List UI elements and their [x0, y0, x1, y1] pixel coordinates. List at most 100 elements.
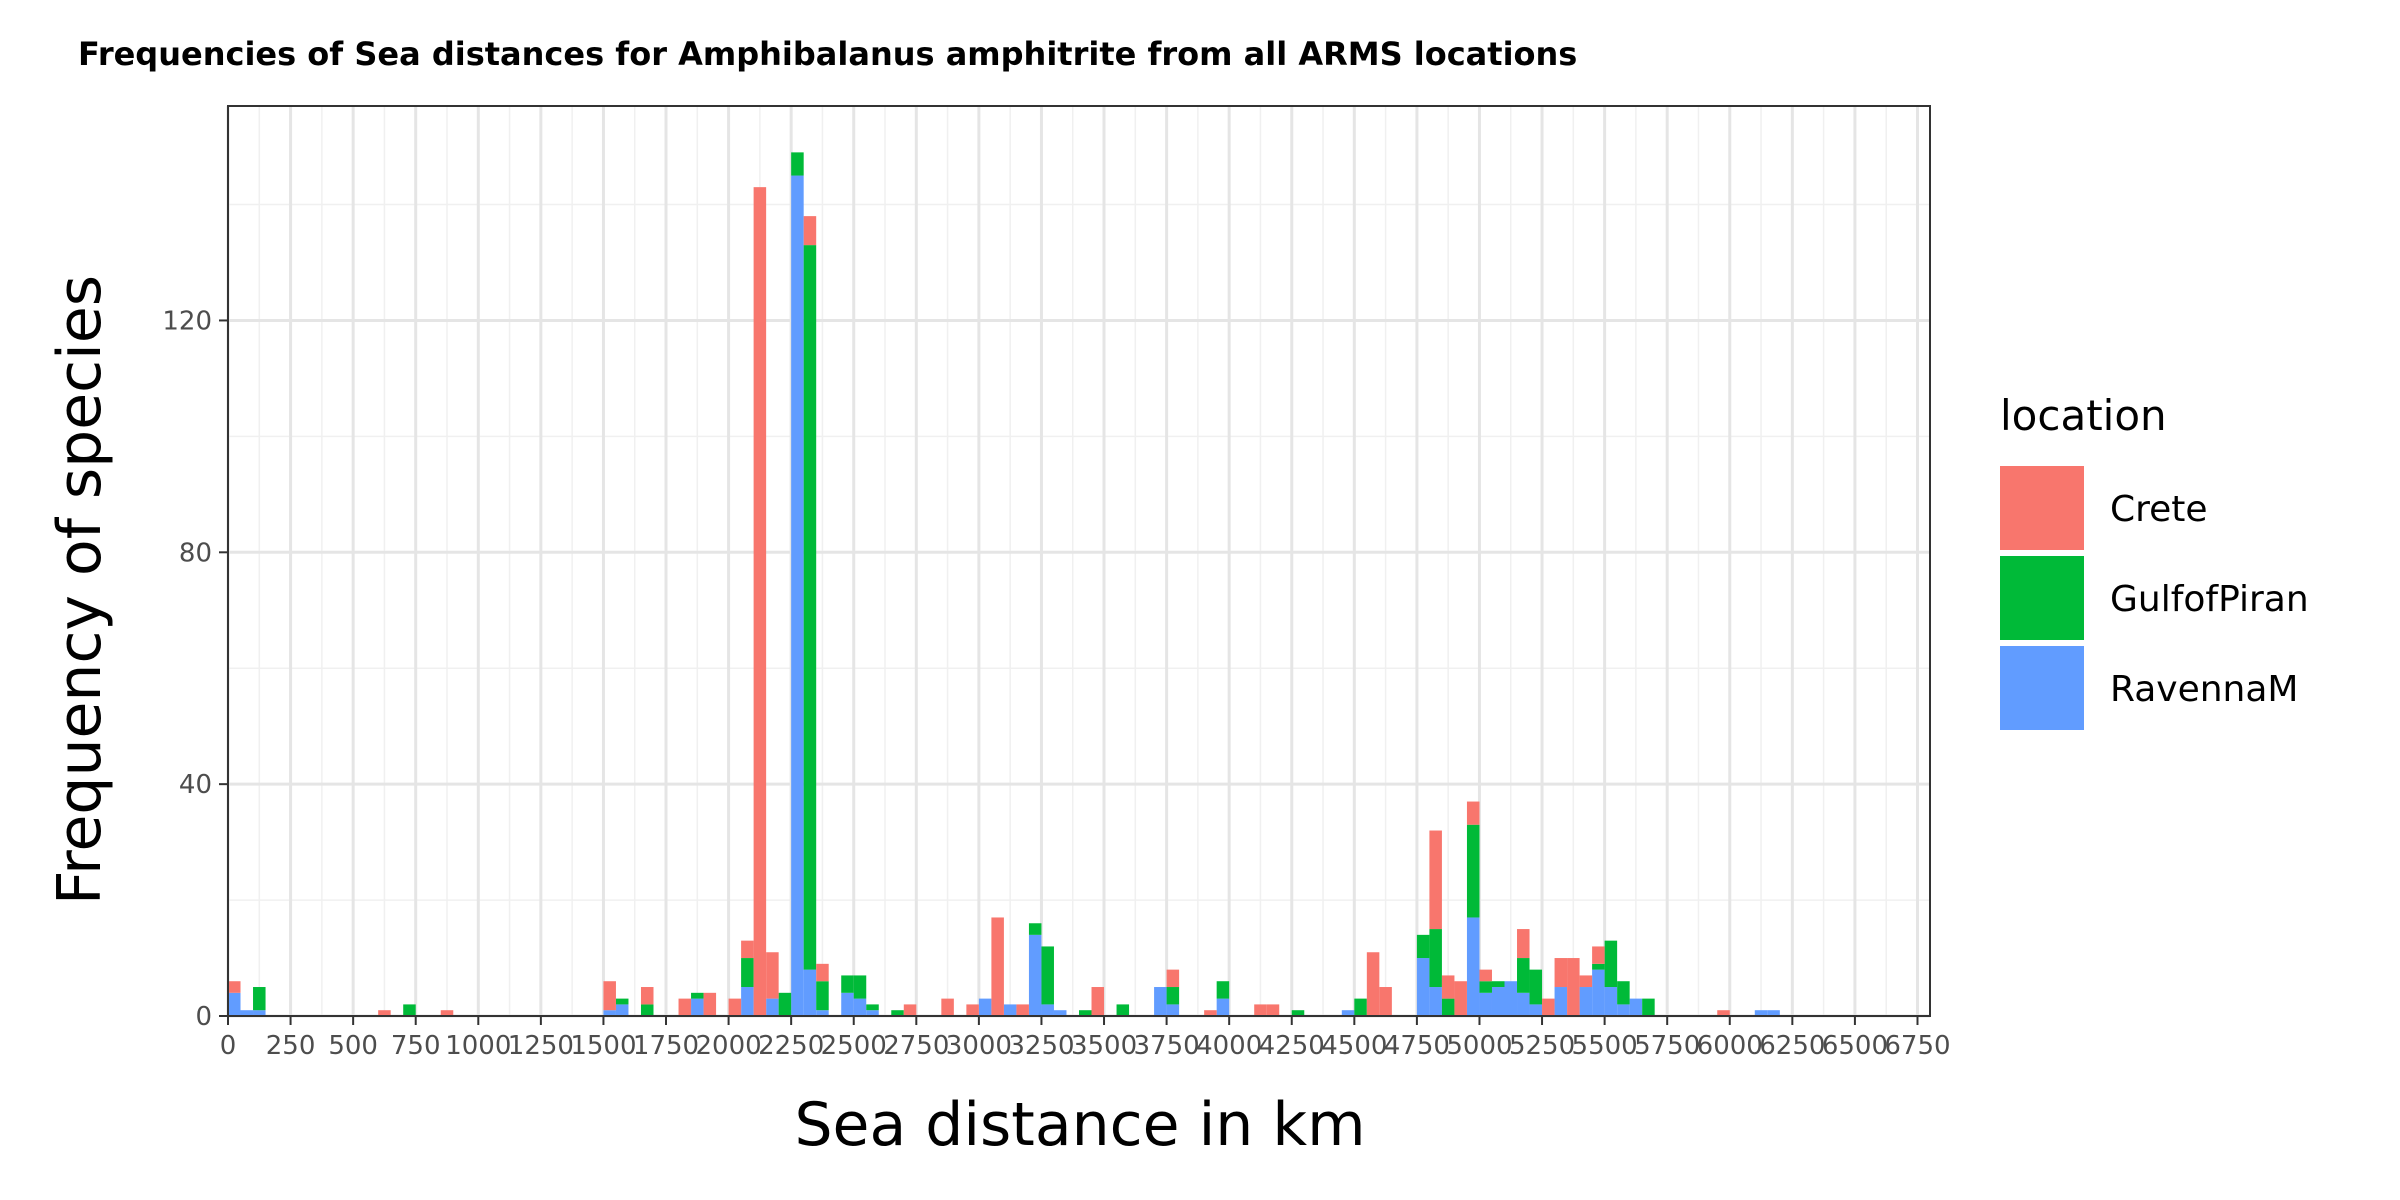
bar-GulfofPiran-1550 [615, 998, 629, 1005]
bar-RavennaM-4950 [1466, 917, 1480, 1016]
bar-RavennaM-2150 [766, 998, 779, 1016]
bar-Crete-0 [228, 981, 241, 993]
bar-Crete-2700 [903, 1004, 917, 1016]
bar-GulfofPiran-3250 [1041, 946, 1054, 1005]
bar-Crete-5250 [1542, 998, 1555, 1016]
y-tick-label: 80 [179, 538, 212, 568]
panel-background [228, 106, 1930, 1016]
bar-GulfofPiran-2050 [741, 958, 754, 988]
bar-GulfofPiran-1850 [691, 992, 704, 999]
x-tick-label: 5000 [1446, 1031, 1512, 1061]
bar-RavennaM-5400 [1579, 987, 1593, 1016]
bar-GulfofPiran-2650 [891, 1010, 904, 1016]
bar-Crete-4850 [1441, 975, 1455, 999]
bar-GulfofPiran-2200 [778, 992, 792, 1016]
bar-RavennaM-6100 [1754, 1010, 1768, 1016]
bar-RavennaM-5300 [1554, 987, 1568, 1016]
bar-RavennaM-2050 [741, 987, 754, 1016]
bar-GulfofPiran-5200 [1529, 969, 1543, 1005]
bar-GulfofPiran-2550 [866, 1004, 879, 1011]
legend-swatch-RavennaM [2000, 646, 2084, 730]
bar-RavennaM-3950 [1216, 998, 1230, 1016]
x-tick-label: 5750 [1634, 1031, 1700, 1061]
bar-Crete-3150 [1016, 1004, 1029, 1016]
legend-title: location [2000, 391, 2167, 440]
histogram-bars [228, 152, 1780, 1017]
bar-RavennaM-5600 [1629, 998, 1643, 1016]
bar-RavennaM-4450 [1341, 1010, 1355, 1016]
bar-Crete-4100 [1254, 1004, 1267, 1016]
panel-border [227, 105, 1931, 1017]
y-tick-label: 0 [195, 1002, 212, 1032]
bar-RavennaM-5450 [1592, 969, 1605, 1016]
x-tick-label: 4000 [1196, 1031, 1262, 1061]
legend-items: Crete GulfofPiran RavennaM [2000, 466, 2309, 730]
bar-Crete-5450 [1592, 946, 1605, 964]
bar-RavennaM-5200 [1529, 1004, 1543, 1016]
bar-Crete-3050 [991, 917, 1004, 1016]
bar-RavennaM-2250 [791, 175, 804, 1016]
bar-Crete-2300 [803, 216, 817, 246]
bar-GulfofPiran-2250 [791, 152, 804, 176]
bar-Crete-2100 [753, 187, 767, 1017]
bar-GulfofPiran-3750 [1166, 987, 1180, 1005]
bar-Crete-4900 [1454, 981, 1467, 1016]
bar-RavennaM-1850 [691, 998, 704, 1016]
bar-RavennaM-2550 [866, 1010, 879, 1016]
bar-GulfofPiran-2300 [803, 245, 817, 970]
bar-RavennaM-3700 [1154, 987, 1167, 1016]
x-tick-label: 5250 [1509, 1031, 1575, 1061]
x-tick-label: 3000 [946, 1031, 1012, 1061]
bar-Crete-850 [440, 1010, 454, 1016]
bar-Crete-5400 [1579, 975, 1593, 988]
bar-GulfofPiran-4750 [1416, 934, 1430, 959]
bar-Crete-4800 [1429, 830, 1442, 930]
x-tick-label: 1500 [570, 1031, 636, 1061]
legend-label-GulfofPiran: GulfofPiran [2110, 579, 2309, 620]
bar-Crete-5950 [1717, 1010, 1730, 1016]
bar-RavennaM-1500 [603, 1010, 616, 1016]
bar-Crete-1900 [703, 992, 717, 1016]
bar-RavennaM-4800 [1429, 987, 1442, 1016]
bar-RavennaM-3300 [1053, 1010, 1067, 1016]
bar-RavennaM-3200 [1028, 934, 1042, 1016]
x-tick-label: 4250 [1259, 1031, 1325, 1061]
bar-RavennaM-1550 [615, 1004, 629, 1016]
bar-RavennaM-100 [253, 1010, 266, 1016]
x-tick-label: 6250 [1759, 1031, 1825, 1061]
bar-GulfofPiran-700 [403, 1004, 416, 1016]
bar-RavennaM-4750 [1416, 958, 1430, 1016]
y-axis: 0 40 80 120 [162, 306, 228, 1032]
bar-RavennaM-0 [228, 992, 241, 1016]
bar-RavennaM-5550 [1617, 1004, 1630, 1016]
bar-GulfofPiran-1650 [640, 1004, 654, 1016]
bar-GulfofPiran-5450 [1592, 963, 1605, 970]
x-tick-label: 6500 [1822, 1031, 1888, 1061]
bar-Crete-4150 [1266, 1004, 1280, 1016]
bar-Crete-3750 [1166, 969, 1180, 988]
bar-RavennaM-5050 [1491, 987, 1505, 1016]
x-tick-label: 750 [391, 1031, 441, 1061]
legend-swatch-Crete [2000, 466, 2084, 550]
bar-RavennaM-3750 [1166, 1004, 1180, 1016]
x-tick-label: 1000 [445, 1031, 511, 1061]
bar-GulfofPiran-4950 [1466, 824, 1480, 918]
bar-Crete-1800 [678, 998, 692, 1016]
bar-RavennaM-5000 [1479, 992, 1492, 1016]
bar-Crete-2050 [741, 940, 754, 959]
bar-Crete-2350 [816, 963, 829, 982]
bar-RavennaM-5100 [1504, 981, 1518, 1016]
bar-GulfofPiran-5550 [1617, 981, 1630, 1005]
x-axis-title: Sea distance in km [794, 1090, 1365, 1160]
bar-GulfofPiran-4850 [1441, 998, 1455, 1016]
plot-panel [226, 105, 1931, 1018]
x-tick-label: 3250 [1008, 1031, 1074, 1061]
bar-GulfofPiran-5650 [1642, 998, 1655, 1016]
bar-RavennaM-3250 [1041, 1004, 1054, 1016]
bar-GulfofPiran-5500 [1604, 940, 1618, 988]
bar-RavennaM-3000 [978, 998, 992, 1016]
bar-Crete-5000 [1479, 969, 1492, 982]
bar-Crete-1650 [640, 987, 654, 1005]
bar-Crete-4950 [1466, 801, 1480, 825]
